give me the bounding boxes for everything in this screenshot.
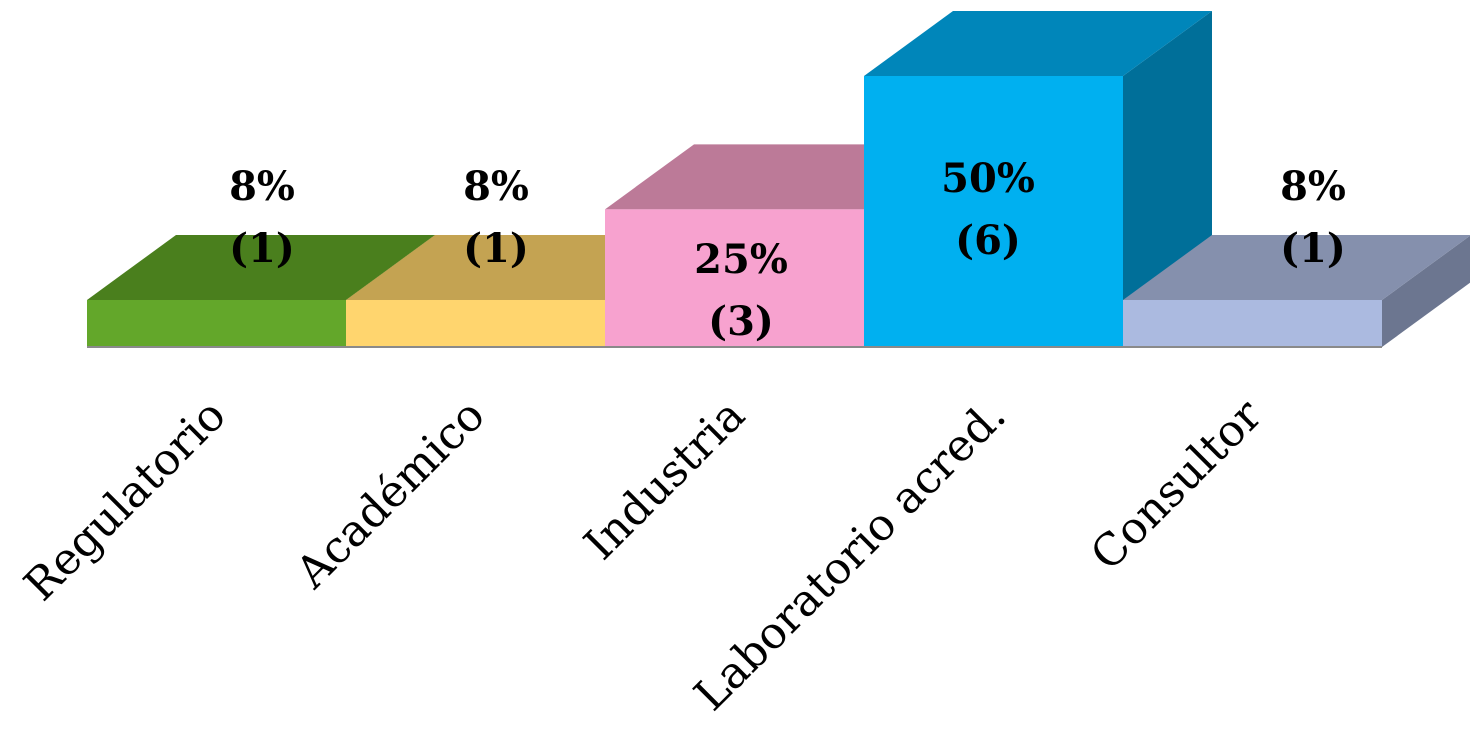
bar-front bbox=[864, 76, 1123, 347]
data-label-count: (1) bbox=[463, 225, 529, 272]
bar-top bbox=[1123, 235, 1470, 300]
category-label: Académico bbox=[286, 390, 495, 599]
bar-front bbox=[1123, 300, 1382, 347]
bar-side bbox=[1382, 235, 1470, 347]
category-labels: Regulatorio Académico IndustriaLaboratorio… bbox=[15, 389, 1273, 721]
category-label: Industria bbox=[575, 390, 755, 570]
data-label-pct: 50% bbox=[941, 155, 1035, 202]
bar-top bbox=[864, 11, 1212, 76]
bar-top bbox=[87, 235, 435, 300]
data-label-count: (1) bbox=[229, 225, 295, 272]
data-label-pct: 25% bbox=[694, 236, 788, 283]
bar-4 bbox=[1123, 235, 1470, 347]
data-label-count: (6) bbox=[955, 217, 1021, 264]
data-label-count: (1) bbox=[1280, 225, 1346, 272]
category-label: Consultor bbox=[1081, 389, 1272, 580]
data-label-pct: 8% bbox=[229, 163, 295, 210]
data-labels: 8% (1) 8% (1) 25% (3) 50% (6) 8% (1) bbox=[229, 155, 1346, 345]
bar-3 bbox=[864, 11, 1212, 347]
bar-front bbox=[605, 209, 864, 347]
data-label-pct: 8% bbox=[463, 163, 529, 210]
data-label-count: (3) bbox=[708, 298, 774, 345]
bar-front bbox=[346, 300, 605, 347]
data-label-pct: 8% bbox=[1280, 163, 1346, 210]
bars-group bbox=[87, 11, 1470, 348]
bar-front bbox=[87, 300, 346, 347]
category-label: Regulatorio bbox=[15, 390, 236, 611]
